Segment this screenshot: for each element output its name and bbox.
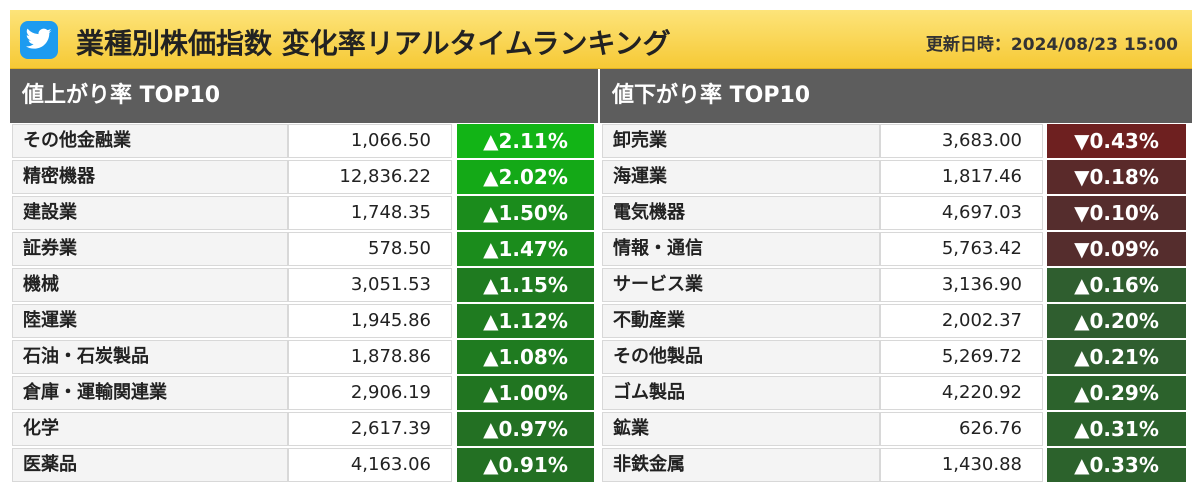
- table-row[interactable]: 化学 2,617.39 ▲0.97%: [10, 411, 598, 447]
- table-row[interactable]: 情報・通信 5,763.42 ▼0.09%: [600, 231, 1192, 267]
- index-value: 626.76: [880, 412, 1043, 446]
- table-row[interactable]: サービス業 3,136.90 ▲0.16%: [600, 267, 1192, 303]
- change-rate-badge: ▼0.09%: [1047, 232, 1186, 266]
- table-row[interactable]: 陸運業 1,945.86 ▲1.12%: [10, 303, 598, 339]
- index-value: 2,617.39: [288, 412, 452, 446]
- change-rate-badge: ▲1.15%: [457, 268, 594, 302]
- change-rate-badge: ▲1.12%: [457, 304, 594, 338]
- sector-name[interactable]: 不動産業: [602, 304, 880, 338]
- sector-name[interactable]: 非鉄金属: [602, 448, 880, 482]
- page-title: 業種別株価指数 変化率リアルタイムランキング: [76, 27, 671, 60]
- index-value: 578.50: [288, 232, 452, 266]
- index-value: 1,817.46: [880, 160, 1043, 194]
- updated-value: 2024/08/23 15:00: [1010, 35, 1178, 55]
- sector-name[interactable]: 陸運業: [12, 304, 288, 338]
- change-rate-badge: ▲0.31%: [1047, 412, 1186, 446]
- sector-name[interactable]: 倉庫・運輸関連業: [12, 376, 288, 410]
- sector-name[interactable]: 化学: [12, 412, 288, 446]
- table-row[interactable]: 非鉄金属 1,430.88 ▲0.33%: [600, 447, 1192, 483]
- sector-name[interactable]: 証券業: [12, 232, 288, 266]
- table-row[interactable]: 不動産業 2,002.37 ▲0.20%: [600, 303, 1192, 339]
- index-value: 1,066.50: [288, 124, 452, 158]
- losers-panel: 値下がり率 TOP10 卸売業 3,683.00 ▼0.43% 海運業 1,817.46…: [600, 69, 1192, 483]
- sector-name[interactable]: 石油・石炭製品: [12, 340, 288, 374]
- table-row[interactable]: 電気機器 4,697.03 ▼0.10%: [600, 195, 1192, 231]
- table-row[interactable]: その他金融業 1,066.50 ▲2.11%: [10, 123, 598, 159]
- table-row[interactable]: 海運業 1,817.46 ▼0.18%: [600, 159, 1192, 195]
- change-rate-badge: ▼0.18%: [1047, 160, 1186, 194]
- sector-name[interactable]: 精密機器: [12, 160, 288, 194]
- table-row[interactable]: その他製品 5,269.72 ▲0.21%: [600, 339, 1192, 375]
- sector-name[interactable]: 電気機器: [602, 196, 880, 230]
- change-rate-badge: ▲1.47%: [457, 232, 594, 266]
- sector-name[interactable]: その他金融業: [12, 124, 288, 158]
- table-row[interactable]: 証券業 578.50 ▲1.47%: [10, 231, 598, 267]
- change-rate-badge: ▲1.08%: [457, 340, 594, 374]
- update-timestamp: 更新日時：2024/08/23 15:00: [926, 30, 1178, 55]
- index-value: 1,430.88: [880, 448, 1043, 482]
- table-row[interactable]: 石油・石炭製品 1,878.86 ▲1.08%: [10, 339, 598, 375]
- change-rate-badge: ▲2.11%: [457, 124, 594, 158]
- change-rate-badge: ▲0.33%: [1047, 448, 1186, 482]
- table-row[interactable]: 建設業 1,748.35 ▲1.50%: [10, 195, 598, 231]
- index-value: 1,878.86: [288, 340, 452, 374]
- change-rate-badge: ▲2.02%: [457, 160, 594, 194]
- index-value: 5,269.72: [880, 340, 1043, 374]
- sector-name[interactable]: サービス業: [602, 268, 880, 302]
- table-row[interactable]: ゴム製品 4,220.92 ▲0.29%: [600, 375, 1192, 411]
- ranking-widget: 業種別株価指数 変化率リアルタイムランキング 更新日時：2024/08/23 1…: [10, 10, 1192, 482]
- table-row[interactable]: 医薬品 4,163.06 ▲0.91%: [10, 447, 598, 483]
- change-rate-badge: ▼0.10%: [1047, 196, 1186, 230]
- index-value: 1,945.86: [288, 304, 452, 338]
- sector-name[interactable]: その他製品: [602, 340, 880, 374]
- index-value: 12,836.22: [288, 160, 452, 194]
- sector-name[interactable]: 建設業: [12, 196, 288, 230]
- index-value: 4,163.06: [288, 448, 452, 482]
- change-rate-badge: ▲0.16%: [1047, 268, 1186, 302]
- change-rate-badge: ▲0.20%: [1047, 304, 1186, 338]
- table-row[interactable]: 精密機器 12,836.22 ▲2.02%: [10, 159, 598, 195]
- sector-name[interactable]: 機械: [12, 268, 288, 302]
- gainers-heading: 値上がり率 TOP10: [10, 69, 598, 123]
- sector-name[interactable]: 情報・通信: [602, 232, 880, 266]
- twitter-bird-icon[interactable]: [20, 21, 58, 59]
- change-rate-badge: ▲0.29%: [1047, 376, 1186, 410]
- change-rate-badge: ▲1.00%: [457, 376, 594, 410]
- gainers-panel: 値上がり率 TOP10 その他金融業 1,066.50 ▲2.11% 精密機器 12,8…: [10, 69, 598, 483]
- widget-header: 業種別株価指数 変化率リアルタイムランキング 更新日時：2024/08/23 1…: [10, 10, 1192, 69]
- table-row[interactable]: 倉庫・運輸関連業 2,906.19 ▲1.00%: [10, 375, 598, 411]
- table-row[interactable]: 卸売業 3,683.00 ▼0.43%: [600, 123, 1192, 159]
- index-value: 5,763.42: [880, 232, 1043, 266]
- sector-name[interactable]: 卸売業: [602, 124, 880, 158]
- losers-heading: 値下がり率 TOP10: [600, 69, 1192, 123]
- losers-list: 卸売業 3,683.00 ▼0.43% 海運業 1,817.46 ▼0.18% 電気機器 4,…: [600, 123, 1192, 483]
- table-row[interactable]: 鉱業 626.76 ▲0.31%: [600, 411, 1192, 447]
- index-value: 3,683.00: [880, 124, 1043, 158]
- change-rate-badge: ▲1.50%: [457, 196, 594, 230]
- index-value: 2,002.37: [880, 304, 1043, 338]
- sector-name[interactable]: 医薬品: [12, 448, 288, 482]
- sector-name[interactable]: ゴム製品: [602, 376, 880, 410]
- sector-name[interactable]: 鉱業: [602, 412, 880, 446]
- sector-name[interactable]: 海運業: [602, 160, 880, 194]
- index-value: 1,748.35: [288, 196, 452, 230]
- table-row[interactable]: 機械 3,051.53 ▲1.15%: [10, 267, 598, 303]
- index-value: 4,220.92: [880, 376, 1043, 410]
- change-rate-badge: ▲0.91%: [457, 448, 594, 482]
- change-rate-badge: ▲0.21%: [1047, 340, 1186, 374]
- updated-label: 更新日時：: [925, 35, 1011, 55]
- index-value: 4,697.03: [880, 196, 1043, 230]
- index-value: 3,136.90: [880, 268, 1043, 302]
- index-value: 2,906.19: [288, 376, 452, 410]
- gainers-list: その他金融業 1,066.50 ▲2.11% 精密機器 12,836.22 ▲2.02% 建…: [10, 123, 598, 483]
- change-rate-badge: ▲0.97%: [457, 412, 594, 446]
- index-value: 3,051.53: [288, 268, 452, 302]
- change-rate-badge: ▼0.43%: [1047, 124, 1186, 158]
